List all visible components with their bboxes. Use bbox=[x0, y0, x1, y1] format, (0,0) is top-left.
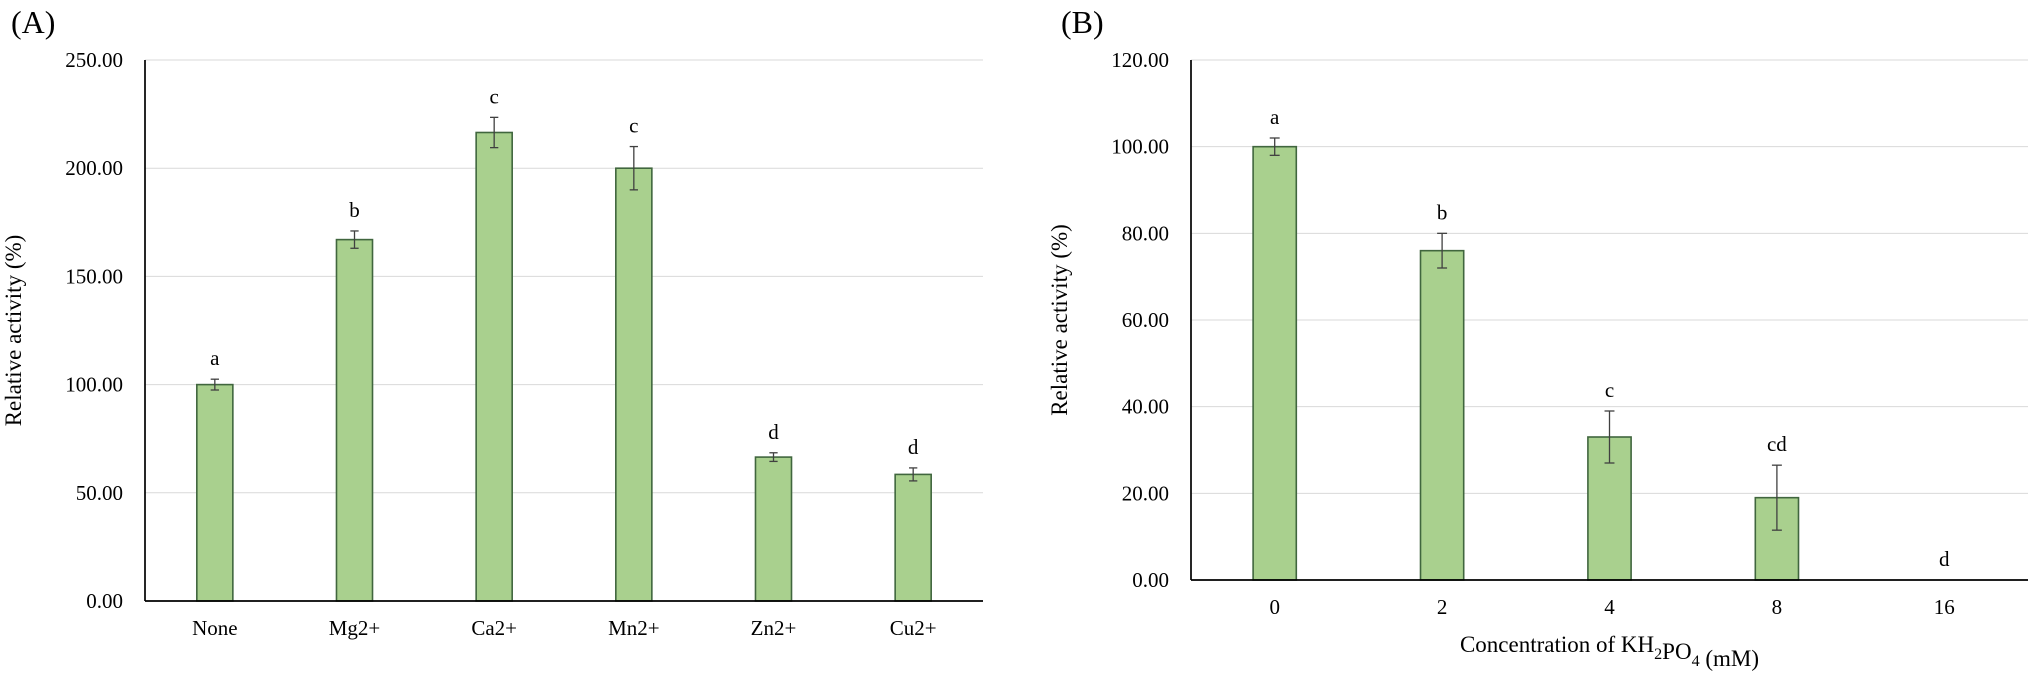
svg-text:c: c bbox=[1605, 378, 1614, 402]
svg-text:(B): (B) bbox=[1061, 4, 1104, 40]
svg-text:d: d bbox=[908, 435, 919, 459]
svg-text:120.00: 120.00 bbox=[1111, 48, 1169, 72]
svg-text:a: a bbox=[1270, 105, 1280, 129]
svg-text:d: d bbox=[768, 420, 779, 444]
svg-text:Mn2+: Mn2+ bbox=[608, 616, 660, 640]
svg-text:100.00: 100.00 bbox=[1111, 135, 1169, 159]
svg-text:cd: cd bbox=[1767, 432, 1787, 456]
svg-text:Zn2+: Zn2+ bbox=[751, 616, 797, 640]
svg-text:200.00: 200.00 bbox=[65, 156, 123, 180]
svg-text:None: None bbox=[192, 616, 238, 640]
svg-text:d: d bbox=[1939, 547, 1950, 571]
svg-text:c: c bbox=[490, 84, 499, 108]
svg-text:8: 8 bbox=[1772, 595, 1783, 619]
svg-text:150.00: 150.00 bbox=[65, 264, 123, 288]
svg-text:0.00: 0.00 bbox=[1132, 568, 1169, 592]
svg-text:16: 16 bbox=[1934, 595, 1955, 619]
svg-text:b: b bbox=[349, 198, 360, 222]
svg-text:0: 0 bbox=[1269, 595, 1280, 619]
svg-text:Ca2+: Ca2+ bbox=[471, 616, 517, 640]
svg-text:4: 4 bbox=[1604, 595, 1615, 619]
svg-text:250.00: 250.00 bbox=[65, 48, 123, 72]
svg-text:Cu2+: Cu2+ bbox=[890, 616, 937, 640]
svg-text:20.00: 20.00 bbox=[1122, 481, 1169, 505]
svg-text:(A): (A) bbox=[11, 4, 55, 40]
svg-text:c: c bbox=[629, 114, 638, 138]
svg-text:b: b bbox=[1437, 200, 1448, 224]
svg-text:80.00: 80.00 bbox=[1122, 221, 1169, 245]
svg-text:Relative activity (%): Relative activity (%) bbox=[1047, 224, 1072, 416]
svg-text:100.00: 100.00 bbox=[65, 373, 123, 397]
svg-text:Relative activity (%): Relative activity (%) bbox=[1, 235, 26, 427]
svg-text:60.00: 60.00 bbox=[1122, 308, 1169, 332]
svg-text:0.00: 0.00 bbox=[86, 589, 123, 613]
svg-text:40.00: 40.00 bbox=[1122, 395, 1169, 419]
svg-text:a: a bbox=[210, 346, 220, 370]
svg-text:50.00: 50.00 bbox=[76, 481, 123, 505]
svg-text:2: 2 bbox=[1437, 595, 1448, 619]
svg-text:Mg2+: Mg2+ bbox=[329, 616, 381, 640]
